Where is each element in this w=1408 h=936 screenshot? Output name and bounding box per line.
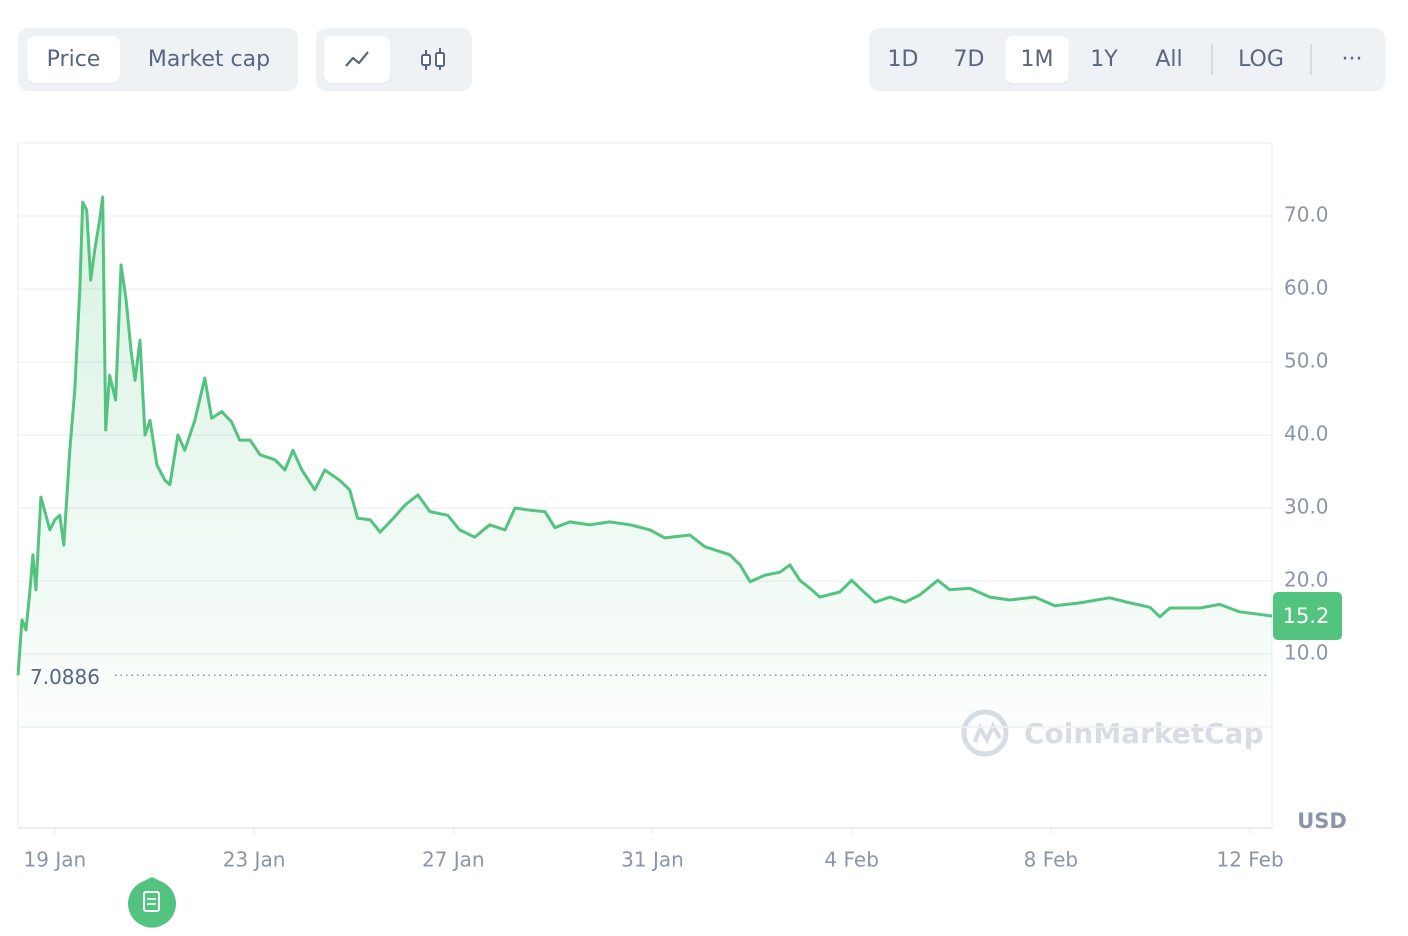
price-button[interactable]: Price xyxy=(27,36,120,83)
range-button[interactable]: 7D xyxy=(953,47,985,72)
separator xyxy=(1211,44,1213,75)
y-tick-label: 30.0 xyxy=(1284,495,1329,519)
current-price-badge xyxy=(1273,592,1342,641)
separator xyxy=(1310,44,1312,75)
log-button[interactable]: LOG xyxy=(1238,47,1284,72)
x-tick-label: 4 Feb xyxy=(824,848,879,872)
x-tick-label: 27 Jan xyxy=(422,848,485,872)
x-tick-label: 31 Jan xyxy=(621,848,684,872)
x-tick-label: 23 Jan xyxy=(223,848,286,872)
news-marker[interactable] xyxy=(128,877,177,928)
metric-switch: Price Market cap xyxy=(18,28,298,91)
chart-style-switch xyxy=(316,28,472,91)
y-tick-label: 60.0 xyxy=(1284,276,1329,300)
x-tick-label: 12 Feb xyxy=(1216,848,1283,872)
market-cap-button[interactable]: Market cap xyxy=(147,47,271,72)
watermark-logo xyxy=(973,721,1002,745)
y-tick-label: 40.0 xyxy=(1284,422,1329,446)
news-marker-shape xyxy=(128,877,177,928)
line-icon xyxy=(345,51,369,67)
low-label: 7.0886 xyxy=(30,665,100,689)
price-line xyxy=(16,195,1273,676)
y-tick-label: 70.0 xyxy=(1284,203,1329,227)
y-tick-label: 20.0 xyxy=(1284,568,1329,592)
line-chart-button[interactable] xyxy=(324,36,390,83)
current-price-label: 15.2 xyxy=(1283,604,1330,628)
range-button[interactable]: 1D xyxy=(887,47,919,72)
range-switch: 1D 7D 1M 1Y All LOG ··· xyxy=(869,28,1385,91)
range-button[interactable]: All xyxy=(1155,47,1183,72)
currency-label: USD xyxy=(1297,809,1347,833)
candle-chart-button[interactable] xyxy=(400,36,466,83)
y-tick-label: 50.0 xyxy=(1284,349,1329,373)
price-area xyxy=(18,197,1272,727)
more-button[interactable]: ··· xyxy=(1341,47,1363,72)
y-tick-label: 10.0 xyxy=(1284,641,1329,665)
candle-icon xyxy=(421,48,445,70)
x-tick-label: 8 Feb xyxy=(1024,848,1079,872)
range-button[interactable]: 1M xyxy=(1005,36,1069,83)
x-tick-label: 19 Jan xyxy=(24,848,87,872)
range-button[interactable]: 1Y xyxy=(1090,47,1118,72)
news-icon xyxy=(143,891,160,912)
